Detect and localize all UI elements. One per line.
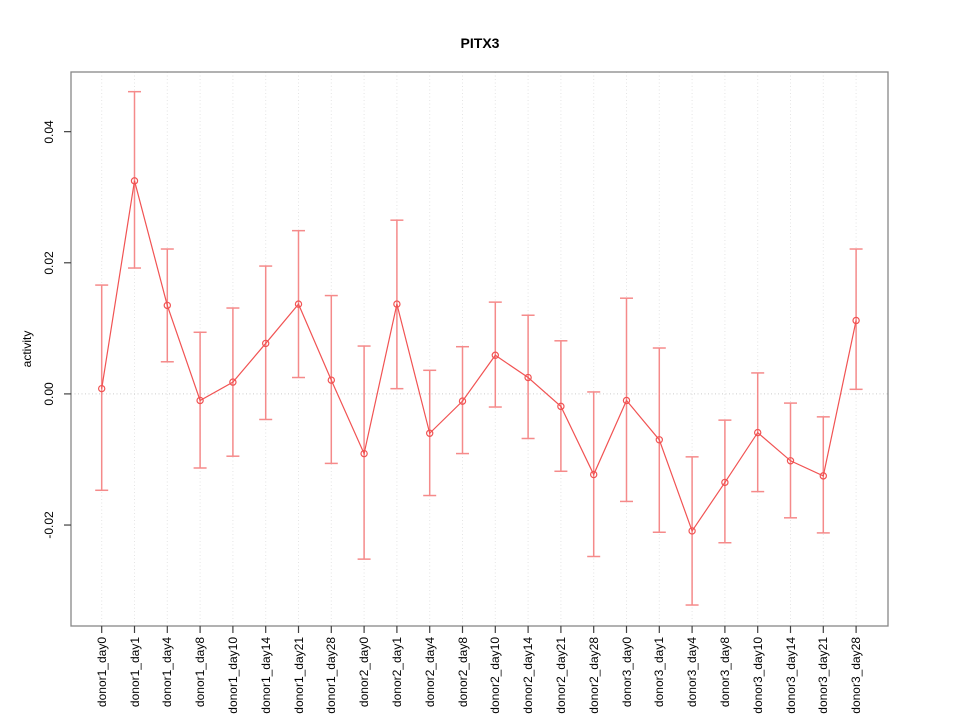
data-point <box>327 376 335 384</box>
data-point <box>688 527 696 535</box>
data-point <box>786 457 795 465</box>
x-tick-label: donor1_day14 <box>258 637 273 714</box>
x-tick-label: donor3_day8 <box>717 637 732 708</box>
x-tick-label: donor2_day28 <box>586 637 601 714</box>
x-tick-label: donor1_day21 <box>291 637 306 714</box>
x-tick-label: donor3_day21 <box>816 637 831 714</box>
data-point <box>294 300 303 308</box>
y-tick-label: 0.00 <box>42 382 56 406</box>
x-tick-label: donor1_day10 <box>225 637 240 714</box>
data-point <box>458 397 467 405</box>
x-tick-label: donor2_day0 <box>357 637 372 708</box>
x-tick-label: donor2_day14 <box>521 637 536 714</box>
data-point <box>426 429 434 437</box>
data-point <box>557 402 565 411</box>
x-tick-label: donor1_day4 <box>160 637 175 708</box>
data-point <box>491 351 499 359</box>
x-tick-label: donor2_day8 <box>455 637 470 708</box>
data-point <box>721 478 729 487</box>
series-line <box>101 180 857 533</box>
x-tick-label: donor1_day0 <box>94 637 109 708</box>
x-tick-label: donor3_day0 <box>619 637 634 708</box>
x-tick-label: donor2_day1 <box>389 637 404 708</box>
data-point <box>229 378 237 386</box>
data-point <box>524 373 532 382</box>
data-point <box>590 470 598 479</box>
x-tick-label: donor3_day10 <box>750 637 765 714</box>
x-tick-label: donor3_day4 <box>685 637 700 708</box>
x-tick-label: donor3_day1 <box>652 637 667 708</box>
y-tick-label: -0.02 <box>42 511 56 539</box>
x-tick-label: donor1_day1 <box>127 637 142 708</box>
data-point <box>262 339 270 348</box>
plot-box <box>70 71 889 627</box>
x-tick-label: donor1_day8 <box>193 637 208 708</box>
chart-title: PITX3 <box>460 35 500 51</box>
y-tick-label: 0.04 <box>42 119 56 144</box>
x-tick-label: donor2_day4 <box>422 637 437 708</box>
data-point <box>130 177 139 185</box>
data-point <box>852 316 860 325</box>
data-point <box>163 301 171 310</box>
x-tick-label: donor3_day28 <box>849 637 864 714</box>
data-point <box>97 384 106 393</box>
data-point <box>819 472 828 480</box>
data-point <box>622 396 631 405</box>
y-tick-label: 0.02 <box>42 251 56 275</box>
x-tick-label: donor3_day14 <box>783 637 798 714</box>
data-point <box>393 300 401 308</box>
x-tick-label: donor1_day28 <box>324 637 339 714</box>
data-point <box>196 396 204 405</box>
x-tick-label: donor2_day10 <box>488 637 503 714</box>
data-point <box>754 428 762 437</box>
data-point <box>655 436 664 444</box>
x-tick-label: donor2_day21 <box>553 637 568 714</box>
data-point <box>360 449 368 458</box>
